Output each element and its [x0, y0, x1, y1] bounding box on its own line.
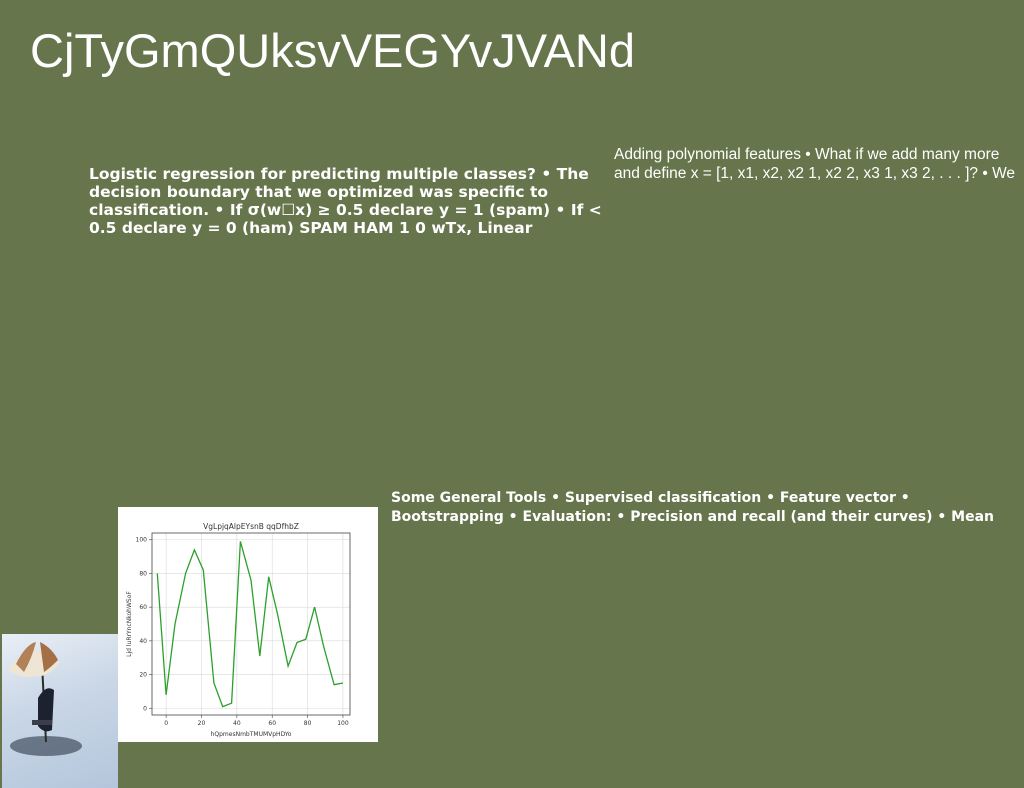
series-line	[156, 541, 344, 708]
beach-umbrella-photo	[2, 634, 118, 788]
polynomial-features-text: Adding polynomial features • What if we …	[614, 146, 1016, 182]
y-axis-label: Ljd luRrYncNkohWSoF	[126, 591, 133, 657]
chart-title: VgLpjqAlpEYsnB qqDfhbZ	[203, 522, 299, 531]
y-tick-label: 100	[136, 537, 148, 544]
y-tick-label: 60	[139, 604, 147, 611]
y-tick-label: 20	[139, 672, 147, 679]
x-tick-label: 0	[164, 720, 168, 727]
y-tick-label: 40	[139, 638, 147, 645]
x-tick-label: 80	[304, 720, 312, 727]
plot-frame	[151, 532, 351, 716]
page-title: CjTyGmQUksvVEGYvJVANd	[30, 24, 636, 77]
x-axis-label: hQpmesNmbTMUMVpHDYo	[211, 731, 292, 738]
y-tick-label: 0	[143, 705, 147, 712]
general-tools-text: Some General Tools • Supervised classifi…	[391, 490, 994, 525]
logistic-regression-text: Logistic regression for predicting multi…	[89, 165, 602, 237]
beach-umbrella-illustration	[8, 642, 82, 756]
x-tick-label: 20	[198, 720, 206, 727]
x-tick-label: 40	[233, 720, 241, 727]
x-tick-label: 60	[268, 720, 276, 727]
x-tick-label: 100	[337, 720, 349, 727]
y-tick-label: 80	[139, 570, 147, 577]
line-chart: 0 20 40 60 80 100 0 20 40 60 80 100 VgLpjqAlpEYsnB …	[118, 507, 378, 742]
line-chart-svg: 0 20 40 60 80 100 0 20 40 60 80 100 VgLpjqAlpEYsnB …	[126, 522, 351, 738]
